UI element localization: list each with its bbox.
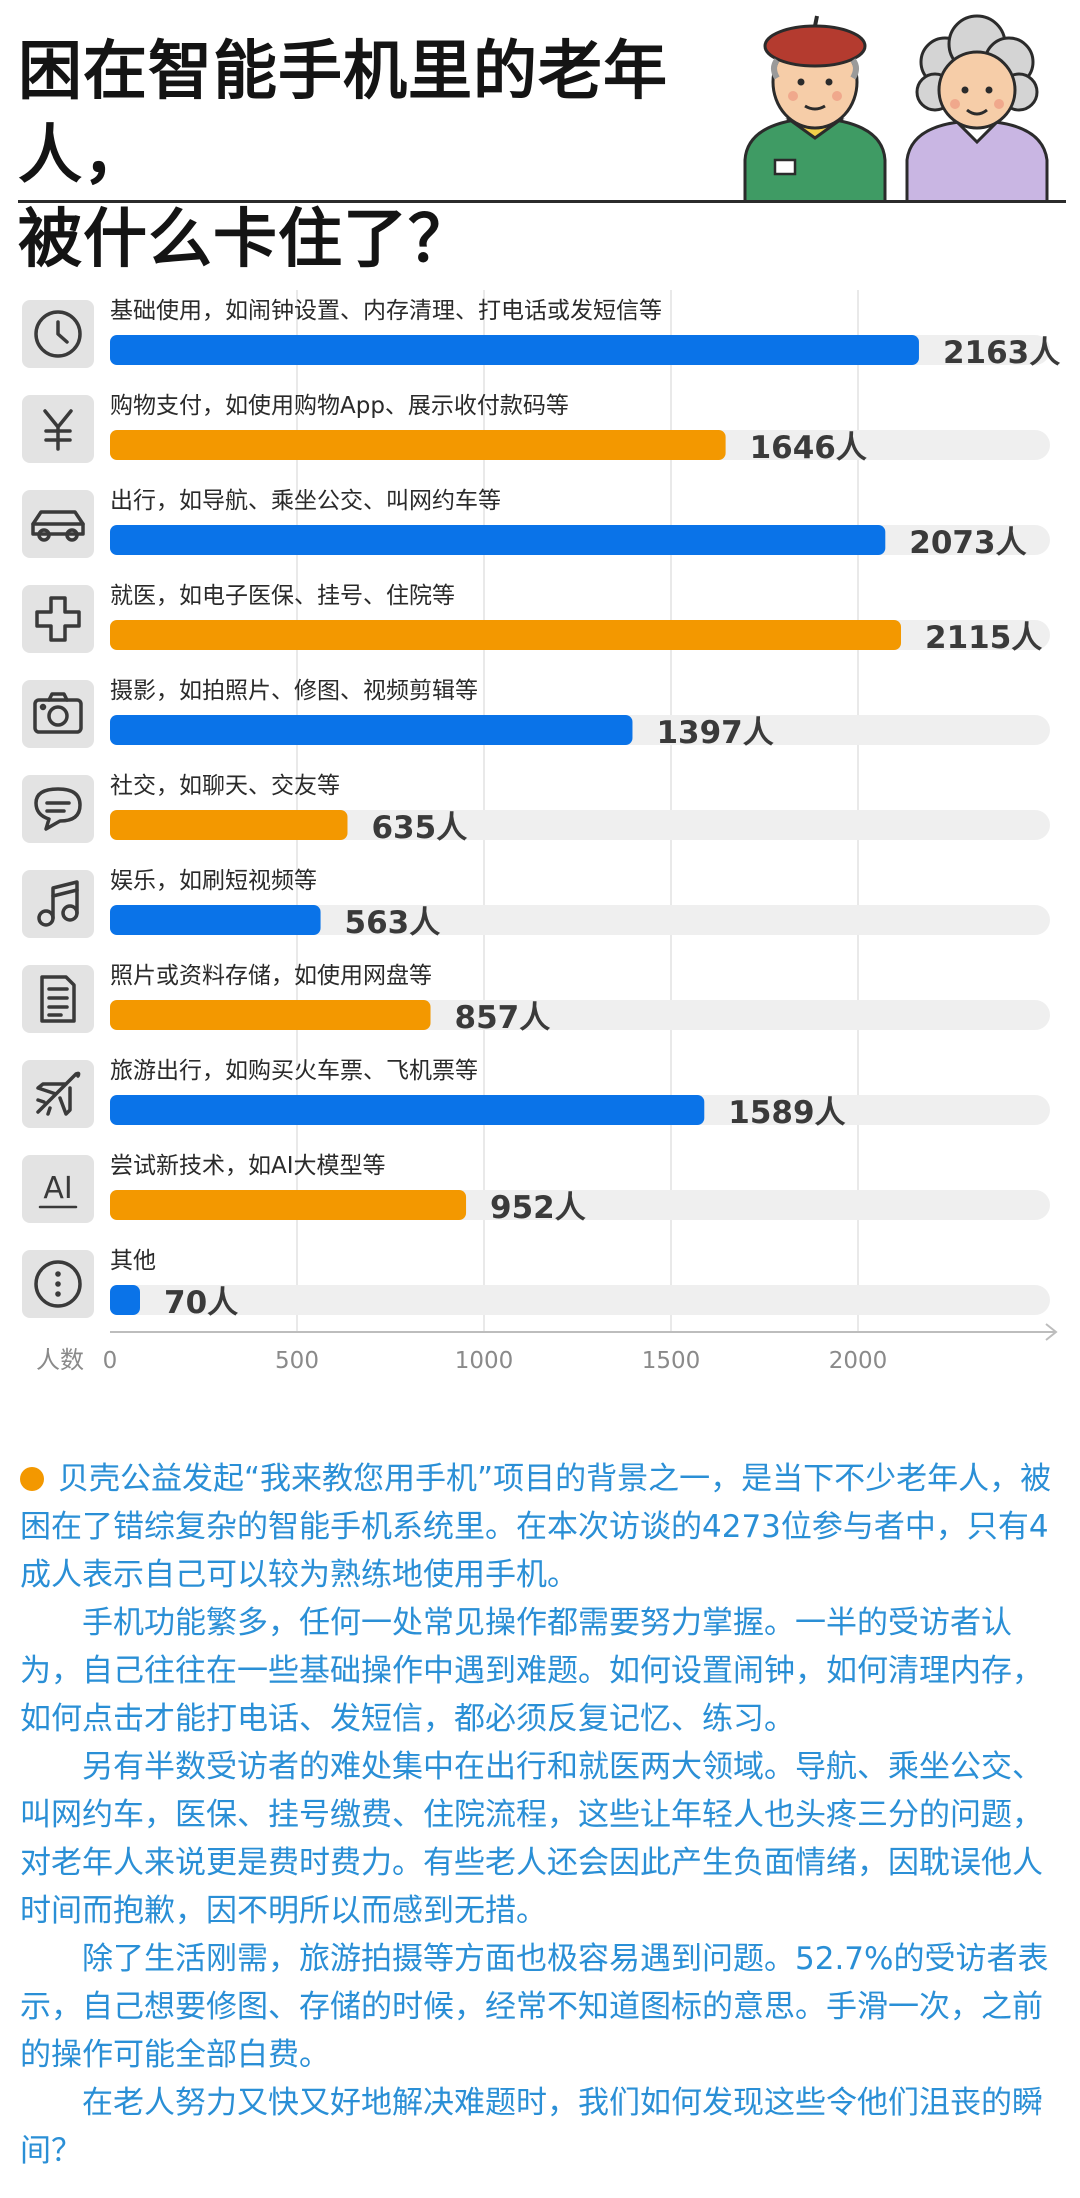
category-label: 就医，如电子医保、挂号、住院等 xyxy=(110,583,455,609)
bar xyxy=(110,620,902,650)
category-label: 出行，如导航、乘坐公交、叫网约车等 xyxy=(110,488,501,514)
title-line-2: 被什么卡住了？ xyxy=(18,203,473,277)
x-axis-label: 人数 xyxy=(36,1346,84,1374)
category-label: 尝试新技术，如AI大模型等 xyxy=(110,1153,386,1179)
x-tick-label: 500 xyxy=(275,1348,319,1374)
bar-row: 照片或资料存储，如使用网盘等 857人 xyxy=(22,963,1050,1036)
bar xyxy=(110,715,633,745)
category-label: 娱乐，如刷短视频等 xyxy=(110,868,317,894)
elderly-couple-illustration xyxy=(743,14,1049,202)
bar xyxy=(110,810,348,840)
x-axis-arrow xyxy=(1045,1323,1058,1341)
icon-box xyxy=(22,585,94,653)
bar-row: 其他 70人 xyxy=(22,1248,1050,1321)
category-label: 照片或资料存储，如使用网盘等 xyxy=(110,963,432,989)
value-label: 2115人 xyxy=(925,620,1042,656)
value-label: 1646人 xyxy=(750,430,867,466)
bar-row: 购物支付，如使用购物App、展示收付款码等 1646人 xyxy=(22,393,1050,466)
x-tick-label: 1500 xyxy=(642,1348,701,1374)
chat-bubble-icon xyxy=(34,787,82,831)
value-label: 2163人 xyxy=(943,335,1060,371)
bar xyxy=(110,1095,705,1125)
clock-icon xyxy=(34,310,82,358)
bar-chart: 基础使用，如闹钟设置、内存清理、打电话或发短信等 2163人购物支付，如使用购物A… xyxy=(22,290,1060,1374)
title-line-1: 困在智能手机里的老年人， xyxy=(18,35,668,193)
article-paragraph-2: 手机功能繁多，任何一处常见操作都需要努力掌握。一半的受访者认为，自己往往在一些基… xyxy=(20,1605,1043,1737)
value-label: 952人 xyxy=(490,1190,586,1226)
page-title: 困在智能手机里的老年人， 被什么卡住了？ xyxy=(18,30,738,282)
article-paragraph-5: 在老人努力又快又好地解决难题时，我们如何发现这些令他们沮丧的瞬间？ xyxy=(20,2085,1043,2169)
category-label: 购物支付，如使用购物App、展示收付款码等 xyxy=(110,393,569,419)
document-icon xyxy=(40,975,76,1023)
value-label: 857人 xyxy=(455,1000,551,1036)
value-label: 1589人 xyxy=(728,1095,845,1131)
car-icon xyxy=(31,510,85,542)
bullet-dot-icon xyxy=(20,1467,44,1491)
category-label: 其他 xyxy=(110,1248,156,1274)
value-label: 70人 xyxy=(164,1285,238,1321)
airplane-icon xyxy=(36,1071,81,1116)
bar xyxy=(110,335,919,365)
icon-box xyxy=(22,680,94,748)
icon-box xyxy=(22,775,94,843)
music-note-icon xyxy=(37,880,79,927)
x-tick-label: 1000 xyxy=(455,1348,514,1374)
bar xyxy=(110,1190,467,1220)
bar-track xyxy=(110,1285,1050,1315)
icon-box xyxy=(22,870,94,938)
bar-row: 摄影，如拍照片、修图、视频剪辑等 1397人 xyxy=(22,678,1050,751)
article: 贝壳公益发起“我来教您用手机”项目的背景之一，是当下不少老年人，被困在了错综复杂… xyxy=(20,1455,1062,2175)
bar-row: 基础使用，如闹钟设置、内存清理、打电话或发短信等 2163人 xyxy=(22,298,1060,371)
ai-icon: AI xyxy=(38,1171,78,1209)
category-label: 旅游出行，如购买火车票、飞机票等 xyxy=(110,1058,478,1084)
more-dots-icon xyxy=(34,1260,82,1308)
article-paragraph-3: 另有半数受访者的难处集中在出行和就医两大领域。导航、乘坐公交、叫网约车，医保、挂… xyxy=(20,1749,1043,1929)
bar-row: 娱乐，如刷短视频等 563人 xyxy=(22,868,1050,941)
bar-row: 出行，如导航、乘坐公交、叫网约车等 2073人 xyxy=(22,488,1050,561)
bar-row: 旅游出行，如购买火车票、飞机票等 1589人 xyxy=(22,1058,1050,1131)
svg-text:AI: AI xyxy=(43,1171,72,1206)
bar-rows: 基础使用，如闹钟设置、内存清理、打电话或发短信等 2163人购物支付，如使用购物A… xyxy=(22,298,1060,1321)
yen-icon xyxy=(43,409,73,451)
bar-row: 社交，如聊天、交友等 635人 xyxy=(22,773,1050,846)
value-label: 2073人 xyxy=(909,525,1026,561)
medical-cross-icon xyxy=(35,596,81,642)
bar xyxy=(110,905,321,935)
value-label: 563人 xyxy=(345,905,441,941)
bar xyxy=(110,525,886,555)
value-label: 1397人 xyxy=(656,715,773,751)
category-label: 社交，如聊天、交友等 xyxy=(110,773,340,799)
x-tick-label: 2000 xyxy=(829,1348,888,1374)
bar-track xyxy=(110,905,1050,935)
article-paragraph-1: 贝壳公益发起“我来教您用手机”项目的背景之一，是当下不少老年人，被困在了错综复杂… xyxy=(20,1461,1052,1593)
title-divider xyxy=(18,200,1066,203)
bar xyxy=(110,430,726,460)
x-tick-label: 0 xyxy=(103,1348,118,1374)
camera-icon xyxy=(33,692,83,734)
x-axis: 人数 0 500 1000 1500 2000 xyxy=(36,1323,1058,1374)
bar-row: AI 尝试新技术，如AI大模型等 952人 xyxy=(22,1153,1050,1226)
bar xyxy=(110,1285,140,1315)
value-label: 635人 xyxy=(371,810,467,846)
category-label: 摄影，如拍照片、修图、视频剪辑等 xyxy=(110,678,478,704)
category-label: 基础使用，如闹钟设置、内存清理、打电话或发短信等 xyxy=(110,298,662,324)
bar-row: 就医，如电子医保、挂号、住院等 2115人 xyxy=(22,583,1050,656)
bar xyxy=(110,1000,431,1030)
article-paragraph-4: 除了生活刚需，旅游拍摄等方面也极容易遇到问题。52.7%的受访者表示，自己想要修… xyxy=(20,1941,1049,2073)
